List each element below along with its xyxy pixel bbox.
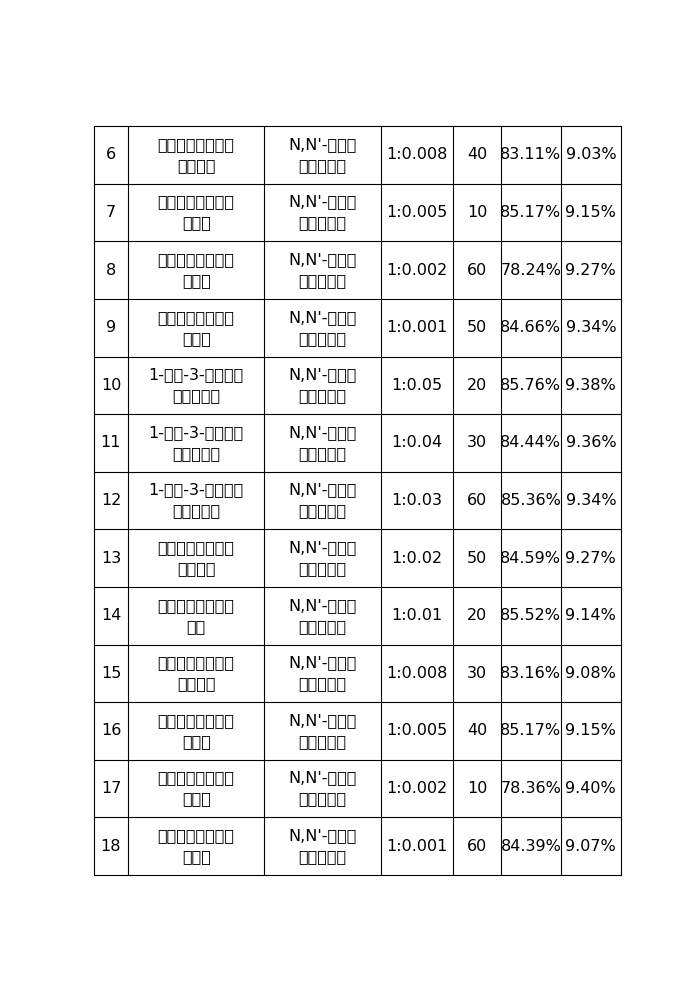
Text: 9.36%: 9.36% (565, 435, 616, 450)
Text: 1:0.008: 1:0.008 (387, 666, 448, 681)
Text: N,N'-二环戊
基碳二亚胺: N,N'-二环戊 基碳二亚胺 (289, 655, 357, 691)
Text: 60: 60 (467, 839, 487, 854)
Text: 甲基三乙基季胺四
氟硼酸盐: 甲基三乙基季胺四 氟硼酸盐 (158, 540, 235, 576)
Text: 1:0.03: 1:0.03 (392, 493, 443, 508)
Text: 1:0.05: 1:0.05 (392, 378, 443, 393)
Text: 1:0.005: 1:0.005 (387, 205, 447, 220)
Text: 9.38%: 9.38% (565, 378, 616, 393)
Text: 40: 40 (467, 723, 487, 738)
Text: N,N'-二环戊
基碳二亚胺: N,N'-二环戊 基碳二亚胺 (289, 310, 357, 346)
Text: 85.76%: 85.76% (500, 378, 561, 393)
Text: 85.36%: 85.36% (500, 493, 561, 508)
Text: 10: 10 (467, 781, 487, 796)
Text: N,N'-二环戊
基碳二亚胺: N,N'-二环戊 基碳二亚胺 (289, 483, 357, 519)
Text: 85.17%: 85.17% (500, 205, 561, 220)
Text: 丙基甲基吡咯四氟
硼酸盐: 丙基甲基吡咯四氟 硼酸盐 (158, 771, 235, 807)
Text: 9.40%: 9.40% (565, 781, 616, 796)
Text: 78.24%: 78.24% (500, 263, 561, 278)
Text: 三甲基丙基季胺四
氟硼酸盐: 三甲基丙基季胺四 氟硼酸盐 (158, 137, 235, 173)
Text: 1:0.01: 1:0.01 (392, 608, 443, 623)
Text: 84.44%: 84.44% (500, 435, 561, 450)
Text: 40: 40 (467, 147, 487, 162)
Text: N,N'-二环戊
基碳二亚胺: N,N'-二环戊 基碳二亚胺 (289, 771, 357, 807)
Text: 83.16%: 83.16% (500, 666, 561, 681)
Text: 30: 30 (467, 435, 487, 450)
Text: 84.39%: 84.39% (500, 839, 561, 854)
Text: 9.34%: 9.34% (565, 493, 616, 508)
Text: 1-丁基-3-甲基咪唑
四氟硼酸盐: 1-丁基-3-甲基咪唑 四氟硼酸盐 (148, 367, 244, 403)
Text: N,N'-二环戊
基碳二亚胺: N,N'-二环戊 基碳二亚胺 (289, 598, 357, 634)
Text: 50: 50 (467, 551, 487, 566)
Text: 60: 60 (467, 493, 487, 508)
Text: 1-丙基-3-甲基咪唑
四氟硼酸盐: 1-丙基-3-甲基咪唑 四氟硼酸盐 (148, 425, 244, 461)
Text: 9.07%: 9.07% (565, 839, 616, 854)
Text: 9.03%: 9.03% (565, 147, 616, 162)
Text: 60: 60 (467, 263, 487, 278)
Text: 1:0.001: 1:0.001 (387, 320, 448, 335)
Text: 9.08%: 9.08% (565, 666, 616, 681)
Text: 83.11%: 83.11% (500, 147, 561, 162)
Text: N,N'-二环己
基碳二亚胺: N,N'-二环己 基碳二亚胺 (289, 137, 357, 173)
Text: 7: 7 (106, 205, 116, 220)
Text: 1:0.005: 1:0.005 (387, 723, 447, 738)
Text: 17: 17 (101, 781, 121, 796)
Text: 11: 11 (101, 435, 121, 450)
Text: 12: 12 (101, 493, 121, 508)
Text: 1:0.008: 1:0.008 (387, 147, 448, 162)
Text: 85.52%: 85.52% (500, 608, 561, 623)
Text: 1-乙基-3-甲基咪唑
四氟硼酸盐: 1-乙基-3-甲基咪唑 四氟硼酸盐 (148, 483, 244, 519)
Text: 6: 6 (106, 147, 116, 162)
Text: 85.17%: 85.17% (500, 723, 561, 738)
Text: N,N'-二环戊
基碳二亚胺: N,N'-二环戊 基碳二亚胺 (289, 713, 357, 749)
Text: 四乙基季胺四氟硼
酸盐: 四乙基季胺四氟硼 酸盐 (158, 598, 235, 634)
Text: 三甲基丙基季胺四
氟硼酸盐: 三甲基丙基季胺四 氟硼酸盐 (158, 655, 235, 691)
Text: 30: 30 (467, 666, 487, 681)
Text: 10: 10 (101, 378, 121, 393)
Text: 9.14%: 9.14% (565, 608, 616, 623)
Text: 1:0.001: 1:0.001 (387, 839, 448, 854)
Text: 8: 8 (106, 263, 116, 278)
Text: 9.27%: 9.27% (565, 551, 616, 566)
Text: 丁基甲基吡咯四氟
硼酸盐: 丁基甲基吡咯四氟 硼酸盐 (158, 713, 235, 749)
Text: 9: 9 (106, 320, 116, 335)
Text: 20: 20 (467, 608, 487, 623)
Text: 84.66%: 84.66% (500, 320, 561, 335)
Text: 乙基甲基吡咯四氟
硼酸盐: 乙基甲基吡咯四氟 硼酸盐 (158, 828, 235, 864)
Text: 9.15%: 9.15% (565, 723, 616, 738)
Text: 丙基甲基吡咯四氟
硼酸盐: 丙基甲基吡咯四氟 硼酸盐 (158, 252, 235, 288)
Text: 13: 13 (101, 551, 121, 566)
Text: 9.27%: 9.27% (565, 263, 616, 278)
Text: 9.34%: 9.34% (565, 320, 616, 335)
Text: N,N'-二环戊
基碳二亚胺: N,N'-二环戊 基碳二亚胺 (289, 828, 357, 864)
Text: N,N'-二环己
基碳二亚胺: N,N'-二环己 基碳二亚胺 (289, 252, 357, 288)
Text: 1:0.04: 1:0.04 (392, 435, 443, 450)
Text: 9.15%: 9.15% (565, 205, 616, 220)
Text: 10: 10 (467, 205, 487, 220)
Text: N,N'-二环戊
基碳二亚胺: N,N'-二环戊 基碳二亚胺 (289, 367, 357, 403)
Text: N,N'-二环己
基碳二亚胺: N,N'-二环己 基碳二亚胺 (289, 195, 357, 231)
Text: 18: 18 (101, 839, 121, 854)
Text: 16: 16 (101, 723, 121, 738)
Text: 1:0.02: 1:0.02 (392, 551, 443, 566)
Text: 50: 50 (467, 320, 487, 335)
Text: 乙基甲基吡咯四氟
硼酸盐: 乙基甲基吡咯四氟 硼酸盐 (158, 310, 235, 346)
Text: 84.59%: 84.59% (500, 551, 561, 566)
Text: 15: 15 (101, 666, 121, 681)
Text: 20: 20 (467, 378, 487, 393)
Text: 1:0.002: 1:0.002 (387, 781, 447, 796)
Text: 78.36%: 78.36% (500, 781, 561, 796)
Text: N,N'-二环戊
基碳二亚胺: N,N'-二环戊 基碳二亚胺 (289, 540, 357, 576)
Text: N,N'-二环戊
基碳二亚胺: N,N'-二环戊 基碳二亚胺 (289, 425, 357, 461)
Text: 14: 14 (101, 608, 121, 623)
Text: 丁基甲基吡咯四氟
硼酸盐: 丁基甲基吡咯四氟 硼酸盐 (158, 195, 235, 231)
Text: 1:0.002: 1:0.002 (387, 263, 447, 278)
